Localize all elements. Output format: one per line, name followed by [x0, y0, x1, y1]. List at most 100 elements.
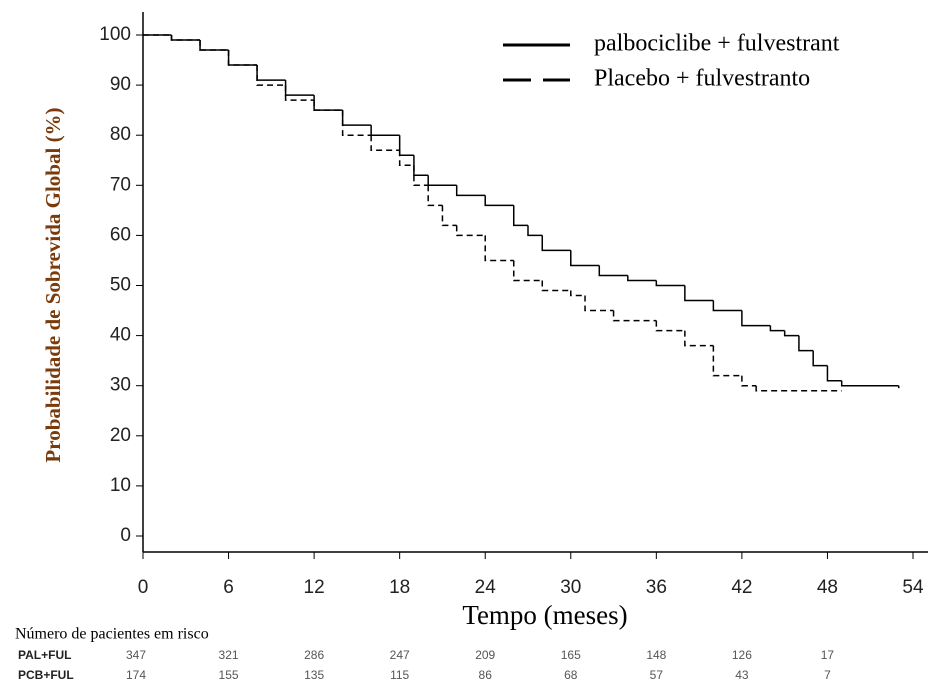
survival-step: [427, 185, 443, 207]
y-tick-label: 70: [110, 174, 131, 195]
survival-step: [484, 235, 514, 262]
x-tick-label: 18: [389, 577, 410, 598]
y-tick-label: 10: [110, 475, 131, 496]
risk-count: 174: [126, 668, 146, 682]
survival-step: [755, 385, 842, 392]
survival-step: [199, 40, 229, 51]
y-tick-label: 50: [110, 275, 131, 296]
survival-step: [427, 175, 457, 187]
x-tick-label: 30: [560, 577, 581, 598]
risk-row-label: PAL+FUL: [18, 648, 71, 662]
risk-count: 247: [390, 648, 410, 662]
survival-step: [712, 300, 742, 312]
survival-step: [256, 65, 286, 81]
risk-count: 43: [735, 668, 749, 682]
risk-count: 148: [646, 648, 666, 662]
x-tick-label: 54: [902, 577, 924, 598]
y-tick-label: 90: [110, 74, 131, 95]
survival-step: [455, 225, 486, 237]
survival-step: [341, 110, 372, 126]
survival-step: [655, 320, 685, 332]
y-tick-label: 20: [110, 425, 131, 446]
survival-step: [541, 280, 571, 292]
survival-step: [769, 325, 785, 332]
risk-row-label: PCB+FUL: [18, 668, 74, 682]
survival-step: [627, 275, 657, 282]
survival-step: [570, 250, 600, 267]
risk-count: 135: [304, 668, 324, 682]
survival-step: [570, 290, 586, 297]
risk-count: 286: [304, 648, 324, 662]
risk-count: 155: [219, 668, 239, 682]
y-tick-label: 30: [110, 375, 131, 396]
survival-step: [840, 380, 899, 387]
y-axis-label: Probabilidade de Sobrevida Global (%): [41, 107, 65, 462]
survival-step: [341, 110, 372, 136]
survival-step: [398, 150, 414, 167]
survival-step: [512, 205, 528, 227]
survival-step: [484, 195, 514, 207]
survival-step: [370, 135, 400, 151]
survival-step: [584, 295, 614, 312]
risk-count: 321: [219, 648, 239, 662]
x-tick-label: 0: [138, 577, 149, 598]
y-tick-label: 80: [110, 124, 131, 145]
x-axis-label: Tempo (meses): [462, 600, 627, 630]
survival-step: [398, 135, 414, 156]
survival-step: [541, 235, 571, 252]
risk-count: 57: [650, 668, 664, 682]
survival-step: [284, 85, 315, 101]
risk-count: 7: [824, 668, 831, 682]
survival-step: [598, 265, 628, 277]
survival-step: [413, 165, 429, 187]
y-tick-label: 40: [110, 325, 131, 346]
risk-count: 17: [821, 648, 835, 662]
survival-step: [826, 365, 842, 382]
survival-step: [313, 95, 343, 111]
survival-step: [170, 35, 201, 41]
x-tick-label: 42: [731, 577, 752, 598]
survival-step: [284, 80, 315, 96]
y-tick-label: 100: [99, 24, 131, 45]
y-tick-label: 0: [120, 525, 131, 546]
risk-count: 68: [564, 668, 578, 682]
survival-step: [441, 205, 457, 227]
risk-count: 86: [479, 668, 493, 682]
survival-step: [527, 225, 543, 237]
survival-step: [612, 310, 657, 322]
risk-count: 126: [732, 648, 752, 662]
survival-step: [413, 155, 429, 177]
survival-step: [512, 260, 543, 282]
risk-count: 209: [475, 648, 495, 662]
risk-count: 347: [126, 648, 146, 662]
x-tick-label: 24: [475, 577, 497, 598]
survival-step: [712, 345, 742, 377]
legend-label: palbociclibe + fulvestrant: [594, 31, 840, 57]
survival-step: [812, 350, 828, 367]
survival-step: [170, 35, 201, 41]
survival-step: [227, 50, 258, 66]
risk-table-title: Número de pacientes em risco: [15, 626, 209, 643]
legend-label: Placebo + fulvestranto: [594, 66, 810, 92]
x-tick-label: 6: [223, 577, 234, 598]
x-tick-label: 48: [817, 577, 838, 598]
survival-step: [741, 375, 757, 387]
survival-step: [798, 335, 814, 352]
survival-step: [783, 330, 799, 337]
survival-step: [199, 40, 229, 51]
y-tick-label: 60: [110, 224, 131, 245]
survival-step: [741, 310, 771, 327]
survival-step: [227, 50, 258, 66]
x-tick-label: 12: [304, 577, 325, 598]
risk-count: 165: [561, 648, 581, 662]
x-tick-label: 36: [646, 577, 667, 598]
survival-step: [370, 125, 400, 136]
survival-step: [684, 330, 714, 347]
risk-count: 115: [390, 668, 409, 682]
survival-step: [684, 285, 714, 302]
survival-step: [455, 185, 486, 197]
survival-step: [256, 65, 286, 86]
survival-step: [313, 100, 343, 111]
survival-step: [655, 280, 685, 287]
